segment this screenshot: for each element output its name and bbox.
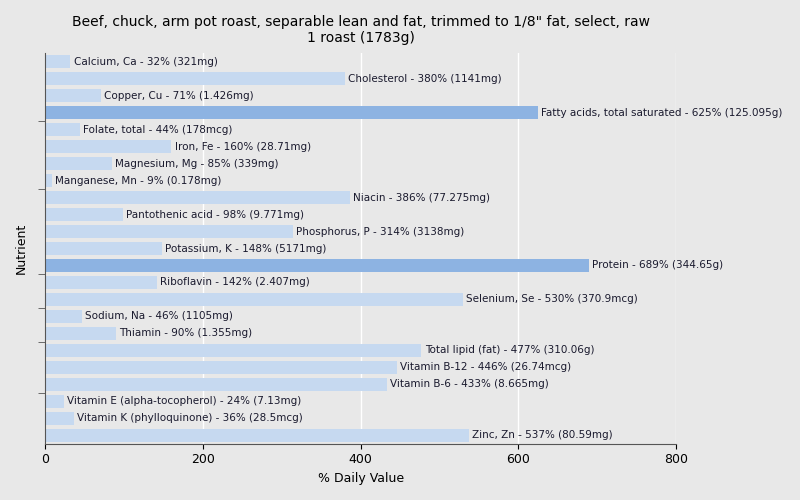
Text: Vitamin B-6 - 433% (8.665mg): Vitamin B-6 - 433% (8.665mg) [390, 380, 549, 390]
Text: Potassium, K - 148% (5171mg): Potassium, K - 148% (5171mg) [165, 244, 326, 254]
X-axis label: % Daily Value: % Daily Value [318, 472, 404, 485]
Bar [46, 174, 52, 187]
Text: Vitamin B-12 - 446% (26.74mcg): Vitamin B-12 - 446% (26.74mcg) [400, 362, 571, 372]
Bar [46, 310, 82, 323]
Bar [46, 412, 74, 424]
Text: Calcium, Ca - 32% (321mg): Calcium, Ca - 32% (321mg) [74, 57, 218, 67]
Bar [46, 191, 350, 204]
Text: Vitamin E (alpha-tocopherol) - 24% (7.13mg): Vitamin E (alpha-tocopherol) - 24% (7.13… [67, 396, 302, 406]
Bar [46, 140, 171, 153]
Text: Pantothenic acid - 98% (9.771mg): Pantothenic acid - 98% (9.771mg) [126, 210, 304, 220]
Text: Thiamin - 90% (1.355mg): Thiamin - 90% (1.355mg) [119, 328, 253, 338]
Text: Selenium, Se - 530% (370.9mcg): Selenium, Se - 530% (370.9mcg) [466, 294, 638, 304]
Bar [46, 293, 463, 306]
Bar [46, 378, 386, 390]
Bar [46, 361, 397, 374]
Text: Magnesium, Mg - 85% (339mg): Magnesium, Mg - 85% (339mg) [115, 158, 279, 168]
Text: Zinc, Zn - 537% (80.59mg): Zinc, Zn - 537% (80.59mg) [472, 430, 613, 440]
Bar [46, 56, 70, 68]
Bar [46, 225, 293, 238]
Bar [46, 276, 158, 289]
Bar [46, 327, 116, 340]
Bar [46, 344, 422, 356]
Bar [46, 158, 112, 170]
Text: Iron, Fe - 160% (28.71mg): Iron, Fe - 160% (28.71mg) [174, 142, 310, 152]
Bar [46, 395, 64, 407]
Text: Folate, total - 44% (178mcg): Folate, total - 44% (178mcg) [83, 124, 233, 134]
Text: Riboflavin - 142% (2.407mg): Riboflavin - 142% (2.407mg) [160, 278, 310, 287]
Bar [46, 259, 589, 272]
Bar [46, 72, 345, 85]
Text: Copper, Cu - 71% (1.426mg): Copper, Cu - 71% (1.426mg) [104, 90, 254, 101]
Text: Sodium, Na - 46% (1105mg): Sodium, Na - 46% (1105mg) [85, 312, 233, 322]
Text: Phosphorus, P - 314% (3138mg): Phosphorus, P - 314% (3138mg) [296, 226, 464, 236]
Text: Protein - 689% (344.65g): Protein - 689% (344.65g) [592, 260, 723, 270]
Bar [46, 242, 162, 255]
Text: Fatty acids, total saturated - 625% (125.095g): Fatty acids, total saturated - 625% (125… [542, 108, 782, 118]
Text: Cholesterol - 380% (1141mg): Cholesterol - 380% (1141mg) [348, 74, 502, 84]
Bar [46, 106, 538, 119]
Text: Niacin - 386% (77.275mg): Niacin - 386% (77.275mg) [353, 192, 490, 202]
Bar [46, 429, 469, 442]
Text: Total lipid (fat) - 477% (310.06g): Total lipid (fat) - 477% (310.06g) [425, 346, 594, 356]
Y-axis label: Nutrient: Nutrient [15, 223, 28, 274]
Title: Beef, chuck, arm pot roast, separable lean and fat, trimmed to 1/8" fat, select,: Beef, chuck, arm pot roast, separable le… [72, 15, 650, 45]
Bar [46, 90, 102, 102]
Text: Manganese, Mn - 9% (0.178mg): Manganese, Mn - 9% (0.178mg) [55, 176, 222, 186]
Text: Vitamin K (phylloquinone) - 36% (28.5mcg): Vitamin K (phylloquinone) - 36% (28.5mcg… [77, 414, 302, 424]
Bar [46, 124, 80, 136]
Bar [46, 208, 122, 221]
